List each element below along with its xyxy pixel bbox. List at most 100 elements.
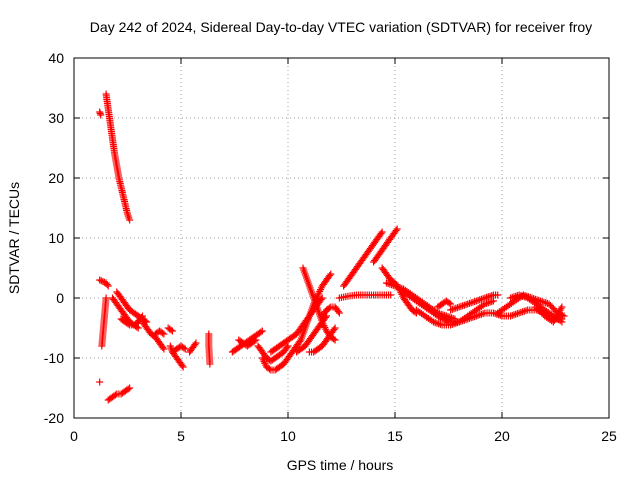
data-point (265, 365, 273, 373)
data-point (180, 344, 188, 352)
series-pass-16 (205, 330, 214, 368)
data-point (192, 339, 200, 347)
series-pass-1 (102, 90, 134, 224)
data-point (160, 330, 168, 338)
y-axis-label: SDTVAR / TECUs (6, 182, 22, 294)
data-point (558, 318, 566, 326)
data-point (393, 225, 401, 233)
grid (74, 58, 609, 418)
data-point (377, 230, 385, 237)
x-axis: 0 5 10 15 20 25 (70, 58, 617, 444)
x-axis-label: GPS time / hours (287, 457, 394, 473)
data-point (96, 276, 104, 284)
chart-title: Day 242 of 2024, Sidereal Day-to-day VTE… (90, 19, 592, 35)
data-point (99, 278, 107, 285)
data-point (96, 378, 104, 386)
data-point (378, 228, 386, 236)
data-point (191, 341, 199, 348)
data-point (103, 281, 111, 288)
series-pass-33 (434, 297, 455, 311)
x-tick-label: 25 (601, 428, 617, 444)
x-tick-label: 0 (70, 428, 78, 444)
data-point (258, 327, 266, 335)
data-point (111, 391, 119, 399)
series-pass-15 (186, 339, 200, 356)
data-point (97, 111, 105, 119)
data-point (331, 324, 339, 332)
series-pass-9 (117, 312, 146, 329)
series-pass-6 (104, 384, 134, 404)
x-tick-label: 15 (387, 428, 403, 444)
data-point (158, 329, 166, 337)
data-point (489, 297, 497, 305)
series-pass-34 (447, 291, 502, 314)
data-point (104, 282, 112, 290)
data-point (331, 336, 339, 344)
data-point (168, 327, 176, 335)
data-points (96, 90, 568, 404)
series-pass-24 (305, 324, 339, 356)
series-pass-26 (340, 228, 386, 290)
data-point (138, 312, 146, 320)
data-point (327, 270, 335, 278)
data-point (318, 294, 326, 302)
x-tick-label: 20 (494, 428, 510, 444)
data-point (181, 345, 189, 353)
y-tick-label: -10 (44, 350, 64, 366)
data-point (137, 314, 145, 321)
series-pass-27 (370, 225, 401, 266)
data-point (284, 342, 292, 350)
data-point (126, 384, 134, 392)
data-point (134, 324, 142, 332)
x-tick-label: 10 (280, 428, 296, 444)
series-pass-10 (138, 318, 168, 353)
y-tick-label: 0 (56, 290, 64, 306)
data-point (558, 303, 566, 311)
series-pass-38 (532, 303, 566, 326)
data-point (447, 300, 455, 308)
series-pass-4 (98, 294, 110, 350)
data-point (557, 305, 565, 313)
series-pass-18 (235, 336, 260, 350)
series-pass-11 (151, 327, 168, 338)
data-point (317, 296, 325, 303)
series-pass-23 (299, 264, 339, 344)
series-pass-14 (164, 324, 176, 335)
data-point (283, 344, 291, 351)
series-pass-3 (96, 276, 112, 290)
data-point (334, 308, 342, 315)
data-point (335, 309, 343, 317)
data-point (257, 328, 265, 336)
data-point (124, 320, 132, 328)
data-point (494, 291, 502, 299)
y-tick-label: 40 (48, 50, 64, 66)
series-pass-8 (109, 294, 142, 332)
y-tick-label: -20 (44, 410, 64, 426)
data-point (167, 326, 175, 334)
data-point (102, 294, 110, 302)
data-point (556, 317, 564, 325)
data-point (330, 326, 338, 333)
data-point (325, 304, 333, 312)
data-point (252, 336, 260, 344)
data-point (160, 345, 168, 353)
series-pass-25 (318, 303, 343, 320)
data-point (392, 227, 400, 234)
data-point (124, 385, 132, 393)
y-tick-label: 10 (48, 230, 64, 246)
data-point (330, 335, 338, 343)
data-point (97, 277, 105, 285)
data-point (126, 216, 134, 224)
data-point (159, 344, 167, 351)
data-point (179, 363, 187, 371)
series-pass-20 (254, 342, 292, 365)
series-pass-13 (168, 342, 189, 356)
series-pass-28 (335, 291, 395, 302)
series-pass-32 (412, 297, 497, 329)
series-pass-5 (96, 378, 104, 386)
y-tick-label: 20 (48, 170, 64, 186)
data-point (206, 360, 214, 368)
data-point (178, 362, 186, 369)
data-point (387, 291, 395, 299)
